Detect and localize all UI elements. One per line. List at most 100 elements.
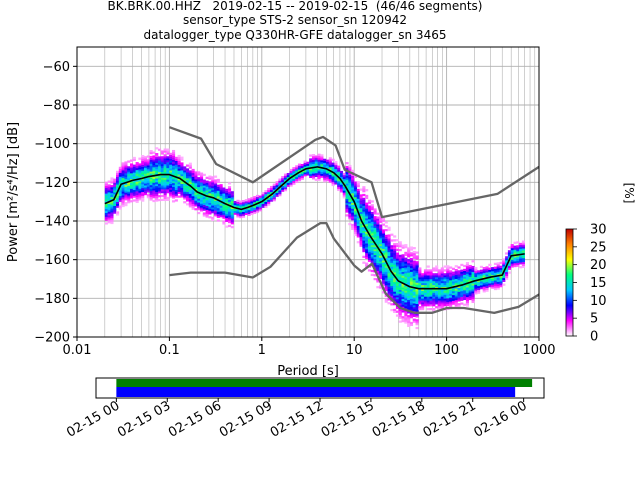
density-cell [160,162,164,165]
density-cell [415,294,419,297]
density-cell [477,289,481,292]
density-cell [107,221,111,224]
density-cell [141,182,145,185]
density-cell [135,171,139,174]
colorbar-tick-label: 5 [590,312,598,327]
density-cell [345,208,349,211]
density-cell [496,277,500,280]
density-cell [202,196,206,200]
density-cell [213,200,218,203]
density-cell [163,162,167,165]
density-cell [401,258,405,261]
density-cell [407,253,411,256]
density-cell [409,285,414,288]
density-cell [415,315,419,318]
density-cell [365,216,369,219]
density-cell [362,230,366,233]
density-cell [303,164,307,167]
density-cell [421,298,425,301]
density-cell [202,198,206,202]
density-cell [303,174,307,177]
density-cell [449,278,453,281]
density-cell [199,174,204,177]
density-cell [222,214,226,217]
density-cell [510,257,514,260]
density-cell [219,189,223,193]
density-cell [110,214,114,217]
y-axis-label: Power [m²/s⁴/Hz] [dB] [6,122,21,262]
density-cell [146,165,150,168]
density-cell [451,296,456,299]
density-cell [110,210,114,213]
density-cell [412,250,416,254]
density-cell [412,262,416,265]
density-cell [205,196,209,199]
density-cell [185,178,190,181]
density-cell [127,197,131,200]
density-cell [309,158,313,161]
density-cell [334,161,338,164]
density-cell [258,199,262,202]
density-cell [457,295,461,298]
density-cell [435,300,439,303]
density-cell [390,245,394,248]
density-cell [191,180,195,183]
density-cell [146,184,150,187]
density-cell [230,193,234,196]
density-cell [370,227,374,230]
density-cell [180,183,184,186]
density-cell [163,175,167,178]
density-cell [356,206,360,209]
density-cell [415,321,419,324]
density-cell [113,188,117,191]
density-cell [337,181,341,184]
density-cell [146,186,150,189]
density-cell [157,181,162,184]
density-cell [138,163,142,166]
density-cell [230,220,234,223]
density-cell [194,196,198,199]
density-cell [110,192,114,196]
density-cell [463,291,467,295]
density-cell [499,283,503,286]
density-cell [379,224,383,227]
density-cell [440,292,444,295]
density-cell [415,257,419,260]
density-cell [432,302,436,305]
density-cell [365,237,369,240]
density-cell [107,201,111,205]
density-cell [197,192,201,195]
density-cell [183,172,187,175]
y-tick-label: −140 [34,215,70,230]
density-cell [460,296,464,299]
density-cell [381,246,386,249]
density-cell [370,223,374,226]
density-cell [379,261,383,264]
density-cell [479,275,483,278]
density-cell [160,181,164,184]
density-cell [241,213,246,216]
density-cell [362,197,366,201]
density-cell [446,294,450,297]
density-cell [177,178,181,181]
density-cell [468,295,472,299]
density-cell [146,170,150,174]
density-cell [412,295,416,298]
density-cell [311,177,316,180]
density-cell [387,288,391,291]
density-cell [381,275,386,278]
density-cell [261,197,265,201]
density-cell [437,286,442,289]
density-cell [440,280,444,284]
density-cell [507,256,511,259]
density-cell [110,216,114,219]
density-cell [239,215,243,219]
density-cell [197,171,201,174]
density-cell [460,273,464,276]
density-cell [213,202,218,205]
density-cell [124,184,128,187]
density-cell [409,294,414,298]
density-cell [275,181,279,184]
density-cell [211,197,215,200]
density-cell [166,191,170,194]
